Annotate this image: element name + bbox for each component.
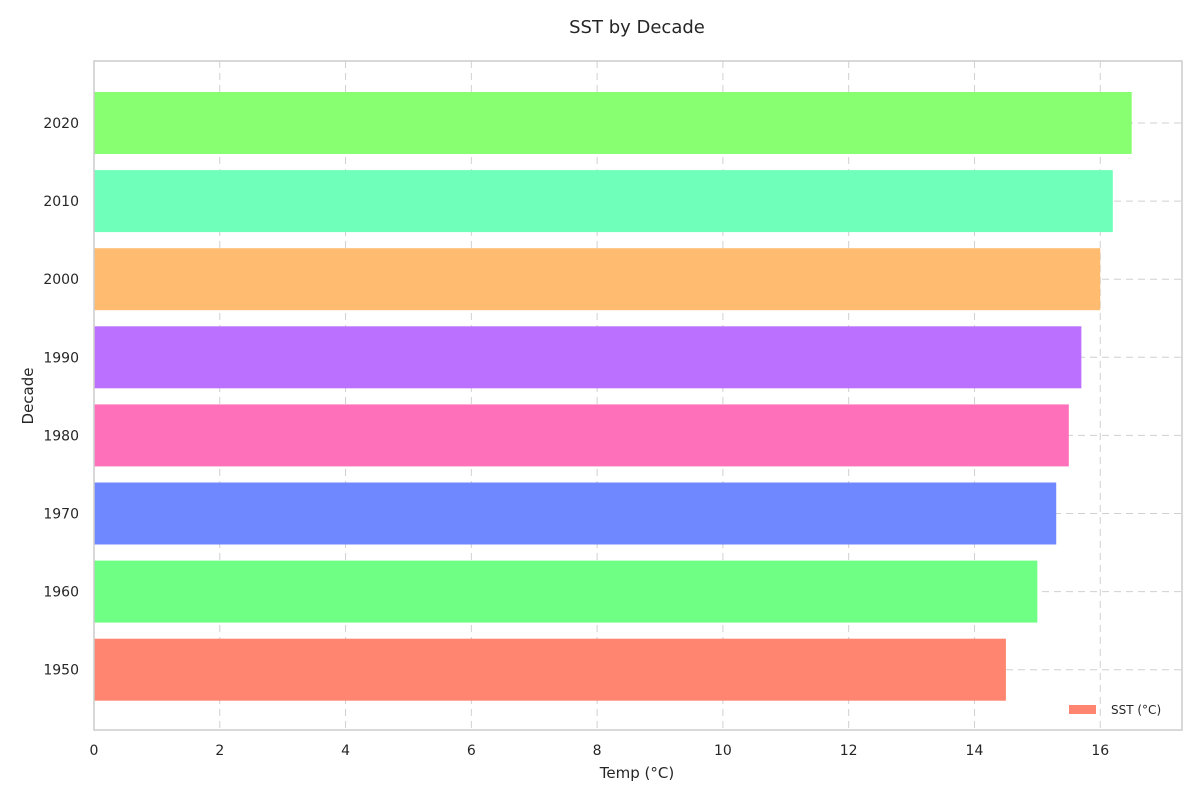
plot-frame [93, 60, 1183, 731]
y-tick-label: 1960 [43, 585, 79, 601]
x-tick-label: 12 [840, 743, 858, 759]
bar-1990 [94, 326, 1082, 389]
x-axis-label: Temp (°C) [599, 764, 674, 782]
bar-1980 [94, 404, 1069, 467]
bar-2010 [94, 170, 1113, 233]
y-tick-label: 2020 [43, 116, 79, 132]
bar-1960 [94, 560, 1038, 623]
legend: SST (°C) [1069, 703, 1161, 717]
chart-title: SST by Decade [569, 17, 705, 38]
y-tick-label: 1990 [43, 350, 79, 366]
y-tick-label: 1980 [43, 428, 79, 444]
bar-1970 [94, 482, 1057, 545]
x-tick-label: 14 [966, 743, 984, 759]
bar-2000 [94, 248, 1101, 311]
y-tick-label: 2010 [43, 194, 79, 210]
legend-swatch [1069, 705, 1096, 714]
y-axis-label: Decade [19, 368, 37, 425]
bar-1950 [94, 638, 1006, 701]
x-tick-label: 16 [1091, 743, 1109, 759]
grid-lines [93, 61, 1182, 730]
legend-label: SST (°C) [1111, 703, 1161, 717]
x-tick-label: 0 [90, 743, 99, 759]
bars [94, 92, 1132, 701]
x-tick-label: 2 [215, 743, 224, 759]
x-tick-label: 6 [467, 743, 476, 759]
x-tick-label: 4 [341, 743, 350, 759]
bar-2020 [94, 92, 1132, 154]
x-tick-label: 8 [593, 743, 602, 759]
y-tick-label: 2000 [43, 272, 79, 288]
x-tick-labels: 0 2 4 6 8 10 12 14 16 [90, 743, 1110, 759]
x-tick-label: 10 [714, 743, 732, 759]
y-tick-label: 1950 [43, 663, 79, 679]
y-tick-label: 1970 [43, 507, 79, 523]
y-tick-labels: 1950 1960 1970 1980 1990 2000 2010 2020 [43, 116, 79, 679]
